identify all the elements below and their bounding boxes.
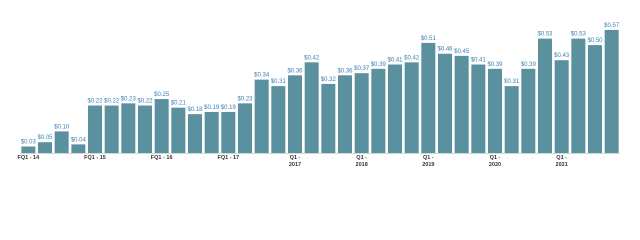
bar bbox=[271, 86, 286, 153]
value-label: $0.19 bbox=[204, 105, 220, 111]
bar bbox=[121, 103, 136, 153]
value-label: $0.45 bbox=[454, 49, 470, 55]
bar bbox=[254, 79, 269, 153]
value-label: $0.32 bbox=[321, 77, 337, 83]
page: {"chart_data": {"type": "bar", "categori… bbox=[17, 22, 620, 168]
bar bbox=[604, 29, 619, 154]
bar bbox=[371, 68, 386, 153]
bar bbox=[71, 144, 86, 153]
value-label: $0.53 bbox=[537, 32, 553, 38]
value-label: $0.42 bbox=[404, 55, 420, 61]
value-label: $0.04 bbox=[71, 137, 87, 143]
bar bbox=[154, 99, 169, 153]
bar bbox=[488, 68, 502, 153]
value-label: $0.37 bbox=[354, 66, 370, 72]
value-label: $0.36 bbox=[337, 68, 353, 74]
bar bbox=[538, 38, 552, 153]
value-label: $0.23 bbox=[121, 96, 137, 102]
value-label: $0.53 bbox=[571, 32, 587, 38]
bar bbox=[204, 111, 219, 153]
value-label: $0.42 bbox=[304, 55, 320, 61]
bar bbox=[354, 73, 369, 153]
bar bbox=[521, 68, 536, 153]
bar bbox=[421, 42, 436, 153]
value-label: $0.05 bbox=[37, 135, 53, 141]
x-tick-label: Q1 - 2017 bbox=[288, 155, 302, 168]
value-label: $0.25 bbox=[154, 92, 170, 98]
bar bbox=[588, 45, 602, 154]
value-label: $0.18 bbox=[187, 107, 203, 113]
bar bbox=[454, 55, 469, 153]
bar bbox=[171, 107, 186, 153]
bar bbox=[104, 105, 119, 153]
value-label: $0.10 bbox=[54, 124, 70, 130]
value-label: $0.31 bbox=[271, 79, 287, 85]
value-label: $0.39 bbox=[487, 62, 503, 68]
value-label: $0.03 bbox=[21, 140, 37, 146]
value-label: $0.22 bbox=[137, 99, 153, 105]
x-tick-label: Q1 - 2020 bbox=[488, 155, 502, 168]
x-tick-label: FQ1 - 15 bbox=[84, 155, 106, 161]
value-label: $0.41 bbox=[387, 58, 403, 64]
bar bbox=[221, 111, 236, 153]
bar bbox=[54, 131, 69, 153]
bar bbox=[238, 103, 252, 153]
value-label: $0.21 bbox=[171, 101, 187, 107]
chart: $0.03$0.05$0.10$0.04$0.22 $0.22 $0.23 $0.22… bbox=[20, 23, 620, 154]
value-label: $0.23 bbox=[237, 96, 253, 102]
bar bbox=[504, 86, 519, 153]
x-tick-label: Q1 - 2018 bbox=[355, 155, 368, 168]
value-label: $0.22 bbox=[87, 99, 103, 105]
x-tick-label: FQ1 - 14 bbox=[17, 155, 40, 161]
bar bbox=[571, 38, 586, 153]
value-label: $0.36 bbox=[287, 68, 303, 74]
value-label: $0.39 bbox=[371, 62, 387, 68]
x-tick-label: FQ1 - 17 bbox=[217, 155, 240, 161]
bar bbox=[388, 64, 402, 153]
bar bbox=[304, 62, 319, 153]
bar bbox=[21, 146, 36, 153]
bar bbox=[138, 105, 152, 153]
value-label: $0.34 bbox=[254, 73, 270, 79]
value-label: $0.31 bbox=[504, 79, 520, 85]
value-label: $0.19 bbox=[221, 105, 237, 111]
value-label: $0.43 bbox=[554, 53, 570, 59]
value-label: $0.41 bbox=[471, 58, 487, 64]
bar bbox=[38, 142, 52, 153]
value-label: $0.39 bbox=[521, 62, 537, 68]
x-tick-label: Q1 - 2021 bbox=[555, 155, 568, 168]
bar bbox=[188, 114, 202, 153]
bar bbox=[471, 64, 486, 153]
x-tick-label: FQ1 - 16 bbox=[150, 155, 173, 161]
value-label: $0.22 bbox=[104, 99, 120, 105]
value-label: $0.51 bbox=[421, 36, 437, 42]
bar bbox=[554, 60, 569, 153]
bar bbox=[404, 62, 419, 153]
bar bbox=[288, 75, 302, 153]
bar bbox=[338, 75, 352, 153]
bar bbox=[438, 53, 452, 153]
value-label: $0.46 bbox=[437, 47, 453, 53]
value-label: $0.57 bbox=[604, 23, 620, 29]
bar bbox=[88, 105, 102, 153]
value-label: $0.50 bbox=[587, 38, 603, 44]
x-tick-label: Q1 - 2019 bbox=[422, 155, 435, 168]
bar bbox=[321, 83, 336, 153]
